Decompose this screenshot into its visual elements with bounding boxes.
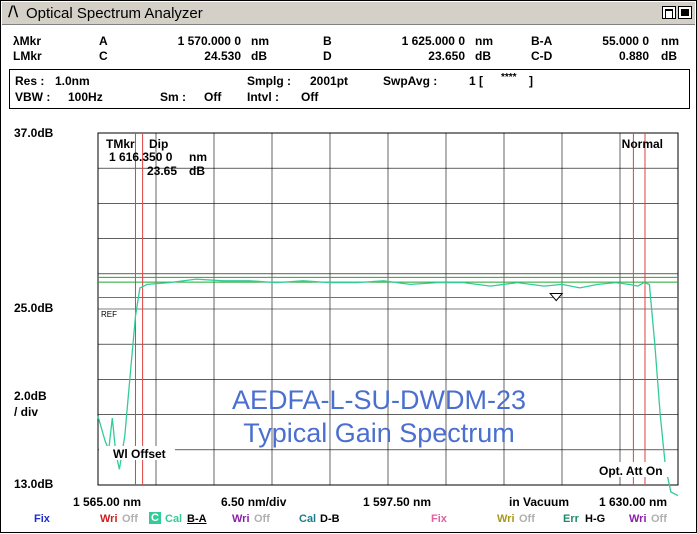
reference-lines [98, 276, 678, 299]
dip-unit: dB [189, 164, 205, 178]
trace-e-calc[interactable]: Cal [299, 513, 317, 525]
dip-value: 23.65 [147, 164, 177, 178]
trace-e-formula: D-B [320, 513, 340, 525]
swpavg-progress: **** [501, 72, 517, 83]
marker-a-unit: nm [251, 34, 269, 48]
trace-h-formula: H-G [585, 513, 606, 525]
trace-g-write[interactable]: Wri [497, 513, 515, 525]
trace-i-write[interactable]: Wri [629, 513, 647, 525]
close-window-button[interactable] [678, 6, 692, 19]
x-medium-label: in Vacuum [509, 495, 570, 509]
trace-g-off: Off [519, 513, 535, 525]
intvl-value: Off [301, 90, 319, 104]
level-marker-label: LMkr [13, 49, 42, 63]
window-title: Optical Spectrum Analyzer [26, 5, 203, 22]
ref-label: REF [101, 310, 117, 319]
marker-cd-unit: dB [661, 49, 677, 63]
y-axis-div-label: 2.0dB [14, 389, 47, 403]
vbw-label: VBW : [15, 90, 51, 104]
dip-label: Dip [149, 137, 168, 151]
sm-label: Sm : [160, 90, 187, 104]
marker-a-label: A [99, 34, 108, 48]
marker-lines [134, 133, 646, 485]
trace-b-off: Off [122, 513, 138, 525]
trace-i-off: Off [651, 513, 667, 525]
lambda-marker-label: λMkr [13, 34, 42, 48]
marker-b-value: 1 625.000 0 [401, 34, 465, 48]
swpavg-label: SwpAvg : [383, 74, 438, 88]
trace-f-fix[interactable]: Fix [431, 513, 447, 525]
trace-h-error[interactable]: Err [563, 513, 579, 525]
res-value: 1.0nm [55, 74, 90, 88]
smplg-label: Smplg : [247, 74, 291, 88]
tmkr-label: TMkr [106, 137, 135, 151]
restore-window-button[interactable] [662, 6, 676, 19]
marker-c-value: 24.530 [204, 49, 241, 63]
marker-cd-value: 0.880 [618, 49, 649, 63]
marker-ba-value: 55.000 0 [602, 34, 649, 48]
att-bg [593, 462, 677, 477]
intvl-label: Intvl : [247, 90, 279, 104]
sm-value: Off [204, 90, 222, 104]
marker-a-value: 1 570.000 0 [177, 34, 241, 48]
plot-grid [97, 132, 679, 486]
marker-c-unit: dB [251, 49, 267, 63]
trace-c-calc[interactable]: Cal [165, 513, 183, 525]
marker-b-label: B [323, 34, 332, 48]
x-start-label: 1 565.00 nm [73, 495, 142, 509]
smplg-value: 2001pt [310, 74, 349, 88]
x-center-label: 1 597.50 nm [363, 495, 432, 509]
att-label: Opt. Att On [599, 464, 663, 478]
marker-ba-unit: nm [661, 34, 679, 48]
trace-a-fix[interactable]: Fix [34, 513, 50, 525]
dip-marker-icon [549, 293, 564, 302]
overlay-subtitle: Typical Gain Spectrum [243, 418, 515, 448]
trace-d-write[interactable]: Wri [232, 513, 250, 525]
marker-cd-label: C-D [531, 49, 553, 63]
y-axis-div-unit: / div [14, 405, 39, 419]
marker-d-unit: dB [475, 49, 491, 63]
trace-c-active-box[interactable]: C [149, 512, 161, 524]
vbw-value: 100Hz [68, 90, 103, 104]
title-bar: /\ Optical Spectrum Analyzer [2, 2, 695, 25]
trace-d-off: Off [254, 513, 270, 525]
trace-c-formula: B-A [187, 513, 207, 525]
dip-marker-triangle [549, 293, 564, 302]
marker-b-unit: nm [475, 34, 493, 48]
overlay-title: AEDFA-L-SU-DWDM-23 [232, 385, 526, 415]
settings-panel [9, 69, 690, 109]
y-axis-ref-label: 25.0dB [14, 301, 54, 315]
wl-offset-label: Wl Offset [113, 447, 166, 461]
wl-offset-bg [99, 446, 175, 460]
marker-d-label: D [323, 49, 332, 63]
sweep-mode: Normal [622, 137, 663, 151]
swpavg-close: ] [529, 74, 533, 88]
tmkr-unit: nm [189, 150, 207, 164]
x-stop-label: 1 630.00 nm [599, 495, 668, 509]
x-div-label: 6.50 nm/div [221, 495, 287, 509]
tmkr-value: 1 616.350 0 [109, 150, 173, 164]
marker-ba-label: B-A [531, 34, 553, 48]
marker-d-value: 23.650 [428, 49, 465, 63]
marker-c-label: C [99, 49, 108, 63]
y-axis-top-label: 37.0dB [14, 126, 54, 140]
y-axis-bottom-label: 13.0dB [14, 477, 54, 491]
swpavg-value: 1 [ [469, 74, 484, 88]
app-logo-icon: /\ [8, 4, 19, 20]
res-label: Res : [15, 74, 45, 88]
trace-b-write[interactable]: Wri [100, 513, 118, 525]
